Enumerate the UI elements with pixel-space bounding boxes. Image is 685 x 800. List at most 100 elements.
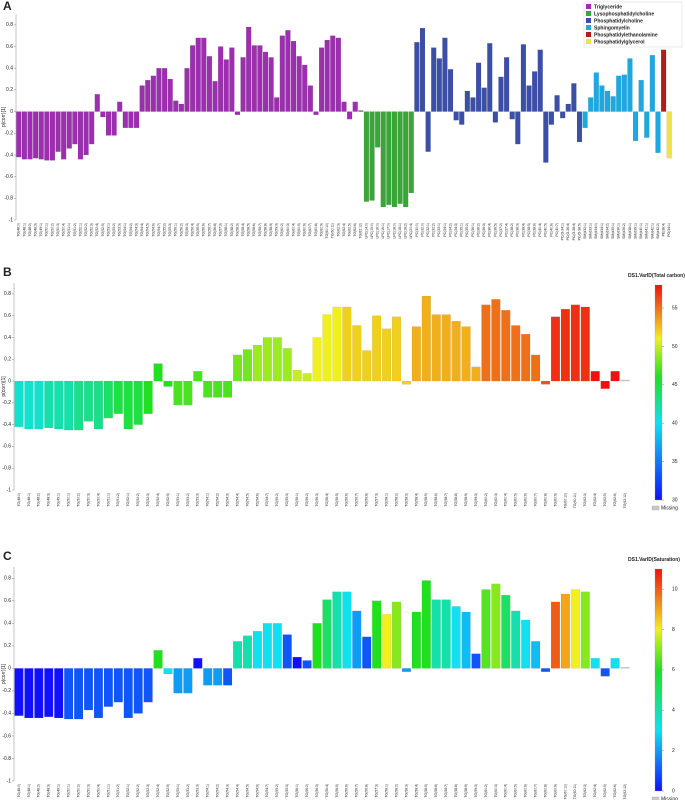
bar	[84, 668, 93, 711]
bar	[24, 380, 34, 430]
x-tick-label: TG(50:4)	[62, 223, 66, 237]
bar	[55, 111, 61, 152]
x-tick-label: PE(38:4)	[661, 223, 665, 236]
x-tick-label: TG(53:3)	[196, 493, 200, 507]
bar	[447, 69, 454, 112]
x-tick-label: TG(50:1)	[67, 784, 71, 798]
bar	[113, 668, 123, 703]
bar	[128, 111, 134, 128]
bar	[604, 90, 611, 112]
bar	[133, 668, 143, 714]
bar	[498, 76, 504, 112]
x-tick-label: TG(56:2)	[305, 784, 309, 798]
x-tick-label: TG(62:6)	[613, 784, 617, 798]
bar	[655, 111, 661, 153]
bar	[77, 111, 84, 160]
bar	[616, 75, 622, 112]
y-tick-label: 0.8	[4, 576, 11, 582]
x-tick-label: TG(58:8)	[454, 784, 458, 798]
x-tick-label: TG(48:3)	[47, 493, 51, 507]
bar	[403, 111, 409, 208]
bar	[501, 595, 511, 669]
colorbar-tick-label: 0	[672, 788, 675, 794]
x-tick-label: PC(37:4)	[504, 223, 508, 237]
bar	[504, 57, 510, 112]
x-tick-label: TG(56:1)	[295, 493, 299, 507]
x-tick-label: TG(51:1)	[106, 784, 110, 798]
bar	[431, 599, 441, 669]
x-tick-label: PC(36:1)	[471, 223, 475, 237]
x-tick-label: PC(32:0)	[420, 223, 424, 237]
x-tick-label: TG(58:4)	[414, 493, 418, 507]
bar	[150, 75, 156, 112]
bar	[521, 619, 531, 669]
legend-swatch	[586, 25, 591, 30]
bar	[342, 591, 352, 669]
x-tick-label: SM(d40:1)	[639, 223, 643, 239]
bar	[408, 111, 414, 193]
x-tick-label: TG(62:3)	[336, 223, 340, 237]
bar	[322, 314, 332, 382]
x-tick-label: SM(d41:1)	[645, 223, 649, 239]
bar	[511, 610, 521, 669]
x-tick-label: TG(58:2)	[394, 784, 398, 798]
bar	[183, 380, 193, 406]
x-tick-label: TG(49:1)	[39, 223, 43, 237]
x-tick-label: TG(52:4)	[95, 223, 99, 237]
missing-label: Missing	[661, 796, 678, 800]
y-tick-label: -0.6	[4, 174, 13, 180]
y-tick-label: -0.8	[2, 466, 11, 472]
x-tick-label: PC(O-34:1)	[561, 223, 565, 240]
legend-swatch	[586, 4, 591, 9]
x-tick-label: TG(60:10)	[563, 784, 567, 799]
bar	[401, 668, 411, 672]
bar	[143, 380, 153, 414]
x-tick-label: TG(58:1)	[224, 223, 228, 237]
bar	[531, 641, 541, 669]
x-tick-label: TG(60:10)	[325, 223, 329, 238]
bar	[382, 614, 392, 669]
x-tick-label: TG(49:1)	[57, 493, 61, 507]
legend-swatch	[586, 18, 591, 23]
x-tick-label: PC(33:1)	[437, 223, 441, 237]
bar	[324, 39, 330, 112]
bar	[292, 657, 302, 669]
bar	[307, 85, 313, 112]
x-tick-label: TG(54:7)	[265, 784, 269, 798]
bar	[332, 306, 342, 382]
missing-swatch	[651, 796, 660, 800]
bar	[441, 314, 451, 382]
x-tick-label: TG(62:5)	[347, 223, 351, 237]
bar	[302, 64, 308, 112]
x-tick-label: SM(d39:1)	[633, 223, 637, 239]
x-tick-label: TG(53:1)	[176, 493, 180, 507]
bar	[322, 599, 332, 669]
bar	[491, 583, 501, 669]
x-tick-label: TG(57:3)	[219, 223, 223, 237]
bar	[133, 111, 140, 128]
x-tick-label: TG(56:5)	[335, 493, 339, 507]
bar	[34, 668, 44, 719]
bar	[212, 81, 218, 112]
bar	[44, 380, 54, 429]
bar	[352, 101, 358, 112]
y-tick-label: 0.2	[4, 357, 11, 363]
bar	[252, 345, 262, 382]
x-tick-label: TG(50:2)	[76, 784, 80, 798]
bar	[590, 371, 600, 382]
bar	[123, 380, 133, 430]
bar	[481, 87, 487, 112]
bar	[342, 306, 352, 382]
x-tick-label: TG(52:5)	[101, 223, 105, 237]
x-tick-label: TG(56:3)	[315, 493, 319, 507]
x-tick-label: TG(58:8)	[454, 493, 458, 507]
x-tick-label: TG(50:3)	[56, 223, 60, 237]
x-tick-label: TG(58:5)	[247, 223, 251, 237]
x-tick-label: TG(60:2)	[484, 493, 488, 507]
bar	[268, 57, 274, 112]
bar	[554, 95, 560, 112]
x-tick-label: TG(62:6)	[613, 493, 617, 507]
legend-swatch	[586, 11, 591, 16]
bar	[173, 100, 179, 112]
